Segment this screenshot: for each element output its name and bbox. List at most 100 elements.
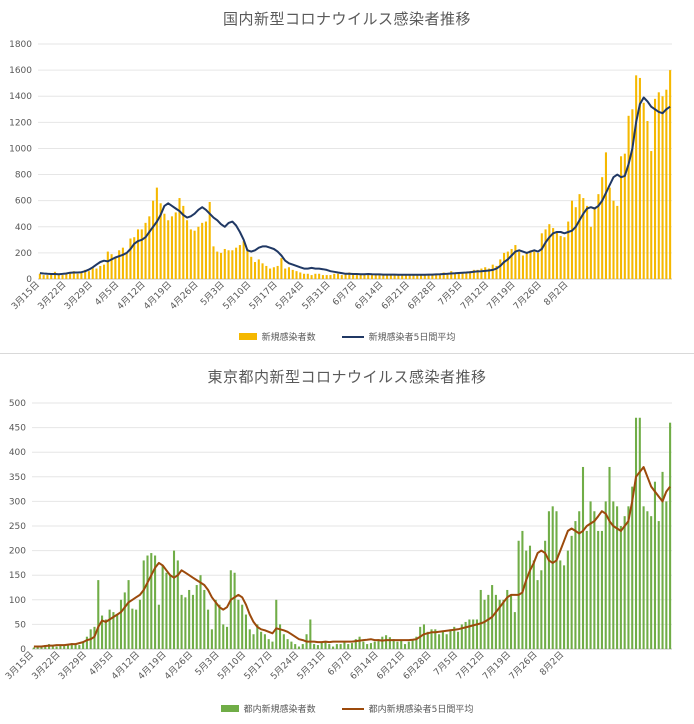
tokyo-bar [385, 635, 388, 649]
tokyo-bar [581, 466, 585, 649]
panel-divider [0, 353, 694, 354]
national-bar [65, 273, 68, 279]
national-x-tick-label: 4月26日 [168, 279, 201, 312]
national-bar [503, 252, 506, 279]
tokyo-bar [150, 553, 153, 649]
national-bar [540, 233, 543, 279]
national-y-tick-label: 1000 [9, 144, 32, 154]
national-bar [442, 272, 445, 279]
national-bar [582, 198, 585, 279]
national-bar [525, 252, 528, 279]
tokyo-bar [275, 599, 278, 649]
national-bar [253, 262, 257, 279]
tokyo-bar [422, 624, 425, 649]
tokyo-x-tick-label: 5月17日 [242, 649, 275, 682]
national-bar [555, 232, 558, 279]
national-bar [480, 268, 483, 279]
national-bar [367, 273, 370, 279]
tokyo-bar [532, 560, 535, 649]
tokyo-bar [301, 644, 304, 649]
tokyo-bar [555, 511, 558, 649]
national-bar [620, 156, 623, 279]
tokyo-x-tick-label: 6月21日 [374, 649, 407, 682]
tokyo-bar [646, 511, 649, 649]
national-bar [91, 267, 94, 279]
tokyo-x-tick-label: 4月12日 [109, 649, 142, 682]
tokyo-bar [456, 631, 460, 649]
tokyo-bar [600, 530, 603, 649]
tokyo-bar [362, 641, 365, 649]
tokyo-x-tick-label: 4月26日 [162, 649, 195, 682]
tokyo-chart-legend: 都内新規感染者数 都内新規感染者5日間平均 [0, 702, 694, 715]
tokyo-bar [176, 560, 179, 649]
tokyo-bar [536, 580, 539, 649]
tokyo-bar [358, 636, 361, 649]
tokyo-bar [210, 629, 213, 649]
national-bar [661, 96, 664, 279]
national-bar [167, 220, 170, 279]
legend-label-tokyo-average: 都内新規感染者5日間平均 [368, 705, 474, 715]
national-bar [84, 269, 87, 279]
national-bar [355, 275, 358, 279]
tokyo-bar [377, 639, 380, 649]
tokyo-bar [248, 629, 251, 649]
tokyo-bar [207, 609, 210, 649]
national-bar [72, 271, 75, 279]
tokyo-bar [309, 619, 312, 649]
national-bar [472, 269, 475, 279]
tokyo-bar [332, 646, 335, 649]
national-bar [461, 272, 464, 279]
national-bar [401, 275, 404, 279]
legend-label-national-average: 新規感染者5日間平均 [368, 333, 456, 343]
tokyo-y-tick-label: 450 [9, 424, 26, 434]
national-bar [378, 275, 381, 279]
national-x-tick-label: 6月14日 [353, 279, 386, 312]
tokyo-bar [373, 641, 376, 649]
tokyo-bar [286, 639, 289, 649]
national-y-tick-label: 800 [15, 171, 32, 181]
tokyo-y-tick-label: 300 [9, 497, 26, 507]
tokyo-bar [237, 599, 240, 649]
tokyo-bar [403, 644, 407, 649]
national-bar [231, 250, 234, 279]
tokyo-bar [70, 643, 73, 649]
national-bar [491, 264, 494, 279]
national-bar [178, 198, 181, 279]
national-bar [159, 203, 162, 279]
tokyo-bar [661, 471, 664, 649]
tokyo-bar [313, 644, 316, 649]
tokyo-bar [608, 466, 611, 649]
national-bar [295, 271, 298, 279]
national-bar [548, 224, 551, 279]
tokyo-bar [350, 643, 354, 649]
tokyo-y-tick-label: 100 [9, 596, 26, 606]
tokyo-x-tick-label: 6月28日 [401, 649, 434, 682]
national-x-tick-label: 3月22日 [36, 279, 69, 312]
tokyo-bar [563, 565, 566, 649]
tokyo-x-tick-label: 5月24日 [268, 649, 301, 682]
tokyo-bar [650, 516, 653, 649]
tokyo-bar [241, 604, 244, 649]
tokyo-bar [282, 634, 285, 649]
tokyo-chart-plot: 0501001502002503003504004505003月15日3月22日… [3, 399, 672, 682]
tokyo-bar [154, 555, 157, 649]
tokyo-bar [347, 644, 350, 649]
tokyo-bar [203, 589, 206, 649]
tokyo-y-tick-label: 250 [9, 522, 26, 532]
tokyo-bar [388, 637, 391, 649]
tokyo-bar [528, 545, 532, 649]
national-bar [227, 250, 230, 279]
national-y-tick-label: 400 [15, 223, 32, 233]
tokyo-bar [642, 506, 645, 649]
tokyo-bar [131, 608, 134, 649]
tokyo-bar [66, 644, 70, 649]
national-bar [374, 275, 377, 279]
national-bar [612, 200, 615, 279]
tokyo-bar [612, 501, 615, 649]
legend-label-national-cases: 新規感染者数 [261, 333, 316, 343]
tokyo-bar [623, 516, 626, 649]
tokyo-bar [638, 417, 641, 649]
national-bar [593, 208, 596, 279]
national-x-tick-label: 4月12日 [115, 279, 148, 312]
tokyo-bar [479, 589, 482, 649]
